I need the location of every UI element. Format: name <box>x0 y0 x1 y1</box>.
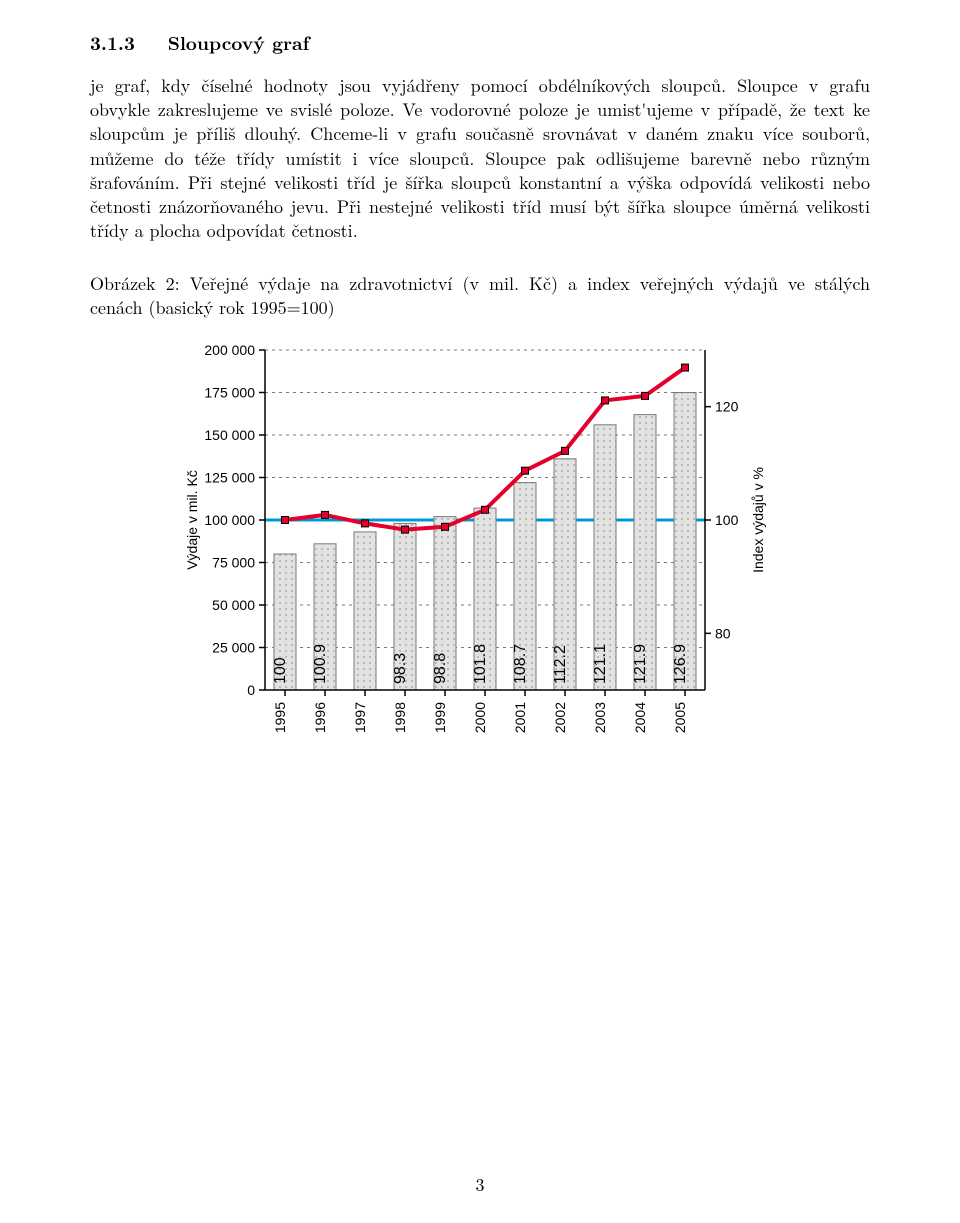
y-left-tick-label: 25 000 <box>212 640 255 656</box>
chart-container: 100 100.9 98.3 98.8 101.8 108.7 112.2 121.1 121.… <box>175 330 785 790</box>
line-marker <box>642 393 649 400</box>
x-tick-label: 1995 <box>272 702 288 733</box>
bar-value-label: 101.8 <box>472 644 489 684</box>
line-marker <box>402 526 409 533</box>
y-left-tick-label: 150 000 <box>204 427 255 443</box>
y-left-tick-label: 175 000 <box>204 385 255 401</box>
line-marker <box>322 512 329 519</box>
y-left-tick-label: 125 000 <box>204 470 255 486</box>
bar-value-label: 126.9 <box>672 644 689 684</box>
y-right-axis-label: Index výdajů v % <box>750 467 766 573</box>
line-marker <box>362 520 369 527</box>
section-title: Sloupcový graf <box>168 28 310 56</box>
bar-value-label: 112.2 <box>552 645 569 684</box>
line-marker <box>442 524 449 531</box>
line-marker <box>522 468 529 475</box>
x-tick-label: 2003 <box>592 702 608 733</box>
y-left-tick-label: 100 000 <box>204 512 255 528</box>
bar <box>354 532 376 690</box>
bar-value-label: 108.7 <box>512 644 529 684</box>
page-number: 3 <box>0 1173 960 1197</box>
y-left-tick-label: 50 000 <box>212 597 255 613</box>
y-right-tick-label: 80 <box>715 626 731 642</box>
bar-value-label: 98.3 <box>392 653 409 684</box>
x-tick-label: 1998 <box>392 702 408 733</box>
paragraph-1: je graf, kdy číselné hodnoty jsou vyjádř… <box>90 74 870 244</box>
x-tick-label: 2001 <box>512 702 528 733</box>
section-number: 3.1.3 <box>90 28 135 56</box>
bar-value-label: 98.8 <box>432 653 449 684</box>
figure-caption: Obrázek 2: Veřejné výdaje na zdravotnict… <box>90 272 870 321</box>
bar-value-label: 121.1 <box>592 644 609 684</box>
y-left-tick-label: 0 <box>247 682 255 698</box>
x-tick-label: 2000 <box>472 702 488 733</box>
section-heading: 3.1.3 Sloupcový graf <box>90 30 870 56</box>
x-tick-label: 1997 <box>352 702 368 733</box>
y-right-tick-label: 120 <box>715 399 739 415</box>
x-tick-label: 2005 <box>672 702 688 733</box>
line-marker <box>482 507 489 514</box>
line-series <box>285 368 685 530</box>
line-marker <box>562 448 569 455</box>
x-tick-label: 1999 <box>432 702 448 733</box>
bar-value-label: 100 <box>272 658 289 685</box>
x-tick-label: 1996 <box>312 702 328 733</box>
y-left-tick-label: 200 000 <box>204 342 255 358</box>
bar-value-label: 100.9 <box>312 644 329 684</box>
y-left-tick-label: 75 000 <box>212 555 255 571</box>
x-tick-label: 2002 <box>552 702 568 733</box>
line-marker <box>682 364 689 371</box>
bar-value-label: 121.9 <box>632 644 649 684</box>
x-tick-label: 2004 <box>632 702 648 733</box>
y-left-axis-label: Výdaje v mil. Kč <box>184 471 200 571</box>
bar-line-chart: 100 100.9 98.3 98.8 101.8 108.7 112.2 121.1 121.… <box>175 330 785 790</box>
y-right-tick-label: 100 <box>715 512 739 528</box>
line-marker <box>602 397 609 404</box>
line-marker <box>282 517 289 524</box>
